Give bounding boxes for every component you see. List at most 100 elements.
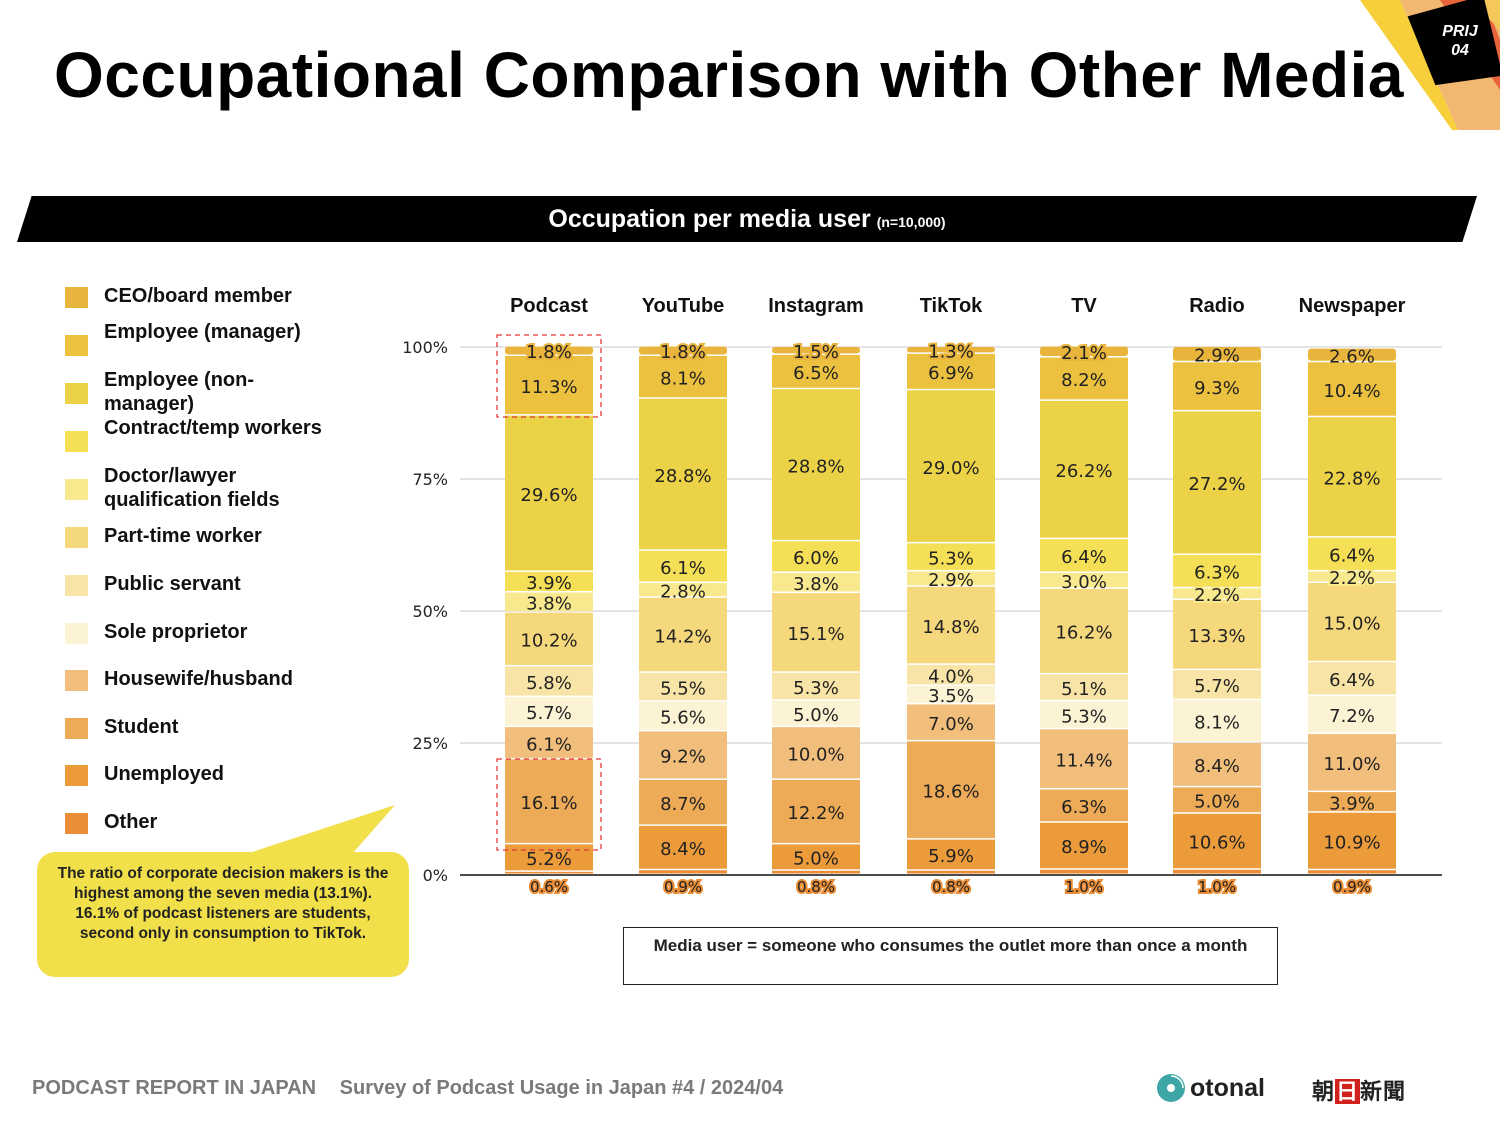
bar-segment: [907, 741, 995, 839]
data-label: 5.3%: [1061, 706, 1107, 727]
bar-segment: [1308, 583, 1396, 661]
bar-segment: [639, 731, 727, 779]
legend-item: Other: [65, 810, 157, 834]
bar-segment: [907, 704, 995, 740]
legend-label: Part-time worker: [104, 525, 262, 547]
category-label: YouTube: [642, 295, 725, 317]
bar-segment: [772, 572, 860, 592]
legend-item: Doctor/lawyer qualification fields: [65, 465, 280, 511]
legend-swatch: [65, 670, 88, 691]
bar-segment: [1173, 743, 1261, 786]
bar-segment: [907, 870, 995, 874]
bar-segment: [505, 346, 593, 355]
bar-segment: [1308, 696, 1396, 733]
data-label: 7.0%: [928, 714, 974, 735]
bar-segment: [1173, 813, 1261, 869]
y-tick-label: 50%: [412, 602, 448, 621]
data-label: 1.8%: [526, 342, 572, 363]
data-label: 14.8%: [922, 617, 979, 638]
bar-segment: [772, 354, 860, 388]
data-label: 2.9%: [928, 570, 974, 591]
legend-item: Sole proprietor: [65, 620, 247, 644]
legend-item: Employee (manager): [65, 321, 301, 356]
data-label: 10.2%: [520, 631, 577, 652]
data-label: 4.0%: [928, 666, 974, 687]
highlight-students: [496, 758, 602, 851]
callout-box: [37, 852, 409, 977]
data-label: 6.4%: [1329, 546, 1375, 567]
data-label: 28.8%: [654, 466, 711, 487]
bar-segment: [505, 727, 593, 758]
bar-segment: [1308, 792, 1396, 812]
data-label: 15.1%: [787, 624, 844, 645]
legend-item: Part-time worker: [65, 524, 262, 548]
bar-segment: [1308, 812, 1396, 869]
bar-segment: [1040, 346, 1128, 357]
bar-segment: [1040, 539, 1128, 572]
legend-item: Public servant: [65, 572, 241, 596]
bar-segment: [1040, 822, 1128, 869]
legend-swatch: [65, 383, 88, 404]
legend-swatch: [65, 287, 88, 308]
bar-segment: [772, 389, 860, 540]
category-label: Newspaper: [1299, 295, 1406, 317]
highlight-decision-makers: [496, 334, 602, 418]
data-label: 5.3%: [928, 548, 974, 569]
bar-segment: [639, 672, 727, 701]
legend-label: Housewife/husband: [104, 668, 293, 690]
otonal-disc-icon: [1157, 1074, 1185, 1102]
data-label: 3.9%: [1329, 793, 1375, 814]
legend-swatch: [65, 765, 88, 786]
legend-swatch: [65, 479, 88, 500]
bar-segment: [1173, 670, 1261, 699]
data-label: 10.0%: [787, 745, 844, 766]
y-tick-label: 0%: [423, 866, 448, 885]
data-label: 6.1%: [660, 558, 706, 579]
legend-label: Student: [104, 716, 179, 738]
data-label: 3.5%: [928, 686, 974, 707]
legend-swatch: [65, 575, 88, 596]
data-label: 7.2%: [1329, 706, 1375, 727]
bar-segment: [1308, 870, 1396, 874]
bar-segment: [1173, 588, 1261, 599]
bar-segment: [639, 550, 727, 582]
data-label: 8.1%: [660, 368, 706, 389]
bar-segment: [1308, 362, 1396, 416]
category-label: Instagram: [768, 295, 864, 317]
data-label: 2.2%: [1194, 585, 1240, 606]
data-label: 5.7%: [1194, 676, 1240, 697]
data-label: 16.2%: [1055, 623, 1112, 644]
data-label: 28.8%: [787, 456, 844, 477]
bar-segment: [1040, 572, 1128, 588]
y-tick-label: 100%: [402, 338, 448, 357]
category-label: TikTok: [920, 295, 983, 317]
legend-label: Contract/temp workers: [104, 417, 322, 439]
legend-swatch: [65, 813, 88, 834]
bar-segment: [505, 355, 593, 415]
bar-segment: [1040, 357, 1128, 400]
bar-segment: [907, 586, 995, 664]
legend-item: Unemployed: [65, 762, 224, 786]
data-label: 11.3%: [520, 377, 577, 398]
bar-segment: [505, 666, 593, 696]
bar-segment: [505, 759, 593, 843]
data-label: 5.0%: [793, 705, 839, 726]
bar-segment: [505, 612, 593, 665]
chart-banner: Occupation per media user (n=10,000): [17, 196, 1477, 242]
badge-line-1: PRIJ: [1442, 23, 1478, 40]
data-label: 2.1%: [1061, 343, 1107, 364]
data-label: 6.1%: [526, 734, 572, 755]
data-label: 0.6%: [530, 878, 568, 896]
bar-segment: [772, 700, 860, 726]
legend-label: Doctor/lawyer qualification fields: [104, 465, 280, 511]
legend-item: Housewife/husband: [65, 667, 293, 691]
bar-segment: [907, 390, 995, 542]
bar-segment: [639, 779, 727, 825]
data-label: 6.4%: [1061, 547, 1107, 568]
data-label: 6.5%: [793, 363, 839, 384]
data-label: 5.8%: [526, 673, 572, 694]
bar-segment: [1173, 347, 1261, 361]
bar-segment: [1308, 537, 1396, 570]
data-label: 12.2%: [787, 803, 844, 824]
